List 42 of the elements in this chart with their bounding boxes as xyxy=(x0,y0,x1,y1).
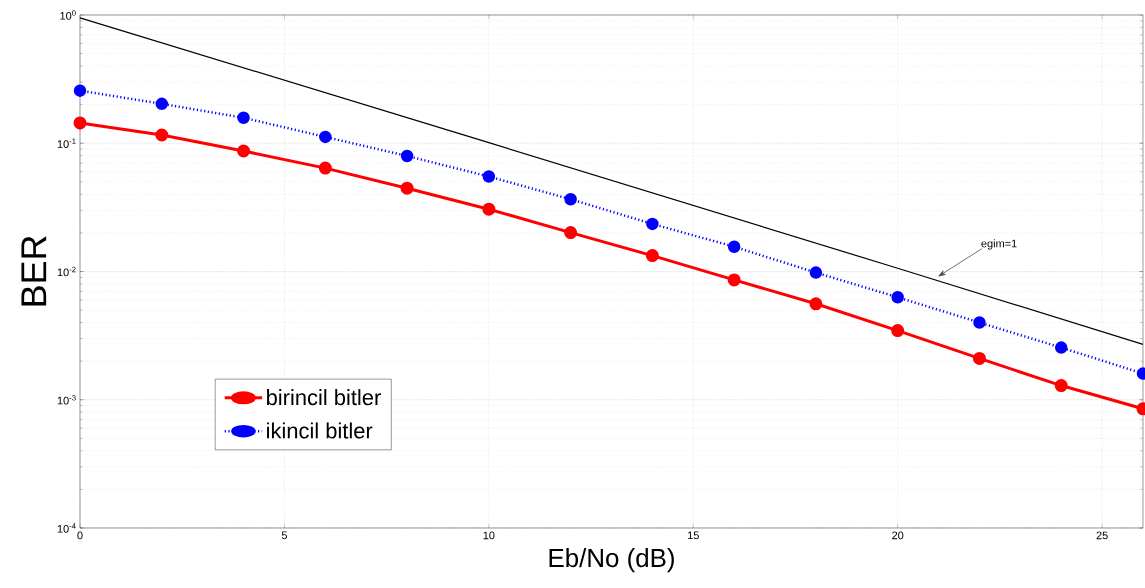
y-axis-title: BER xyxy=(21,236,47,306)
x-tick-label: 20 xyxy=(892,531,904,540)
y-tick-label: 10$^{-1}$ xyxy=(57,138,76,148)
y-tick-label: 10$^{-2}$ xyxy=(57,266,76,277)
x-axis-title: Eb/No (dB) xyxy=(549,548,674,573)
point xyxy=(1054,379,1068,393)
point xyxy=(891,324,905,338)
point xyxy=(646,217,659,231)
x-tick-label: 25 xyxy=(1096,531,1108,540)
point xyxy=(809,297,823,311)
point xyxy=(400,149,414,163)
point xyxy=(645,249,659,263)
point xyxy=(73,84,87,97)
point xyxy=(482,170,496,183)
point xyxy=(155,97,169,111)
point xyxy=(319,130,332,144)
point xyxy=(727,240,741,253)
point xyxy=(73,116,87,130)
y-tick-label: 10$^{-3}$ xyxy=(57,395,76,405)
point xyxy=(1054,341,1068,354)
point xyxy=(564,226,578,240)
x-tick-label: 15 xyxy=(688,531,699,540)
y-tick-label: 10$^{0}$ xyxy=(60,10,76,20)
point xyxy=(237,144,251,158)
legend-label: birincil bitler xyxy=(267,389,381,406)
point xyxy=(318,161,332,175)
point xyxy=(564,192,577,206)
x-tick-label: 10 xyxy=(483,531,495,540)
point xyxy=(400,181,414,195)
point xyxy=(727,273,741,287)
point xyxy=(809,266,823,279)
point xyxy=(155,128,169,142)
point xyxy=(482,202,496,216)
point xyxy=(237,111,250,125)
y-tick-label: 10$^{-4}$ xyxy=(57,523,76,533)
x-tick-label: 5 xyxy=(281,531,288,540)
annotation: egim=1 xyxy=(981,239,1017,250)
legend-label: ikincil bitler xyxy=(267,422,373,439)
point xyxy=(972,351,986,365)
x-tick-label: 0 xyxy=(77,531,83,540)
point xyxy=(891,290,904,304)
point xyxy=(973,316,986,329)
